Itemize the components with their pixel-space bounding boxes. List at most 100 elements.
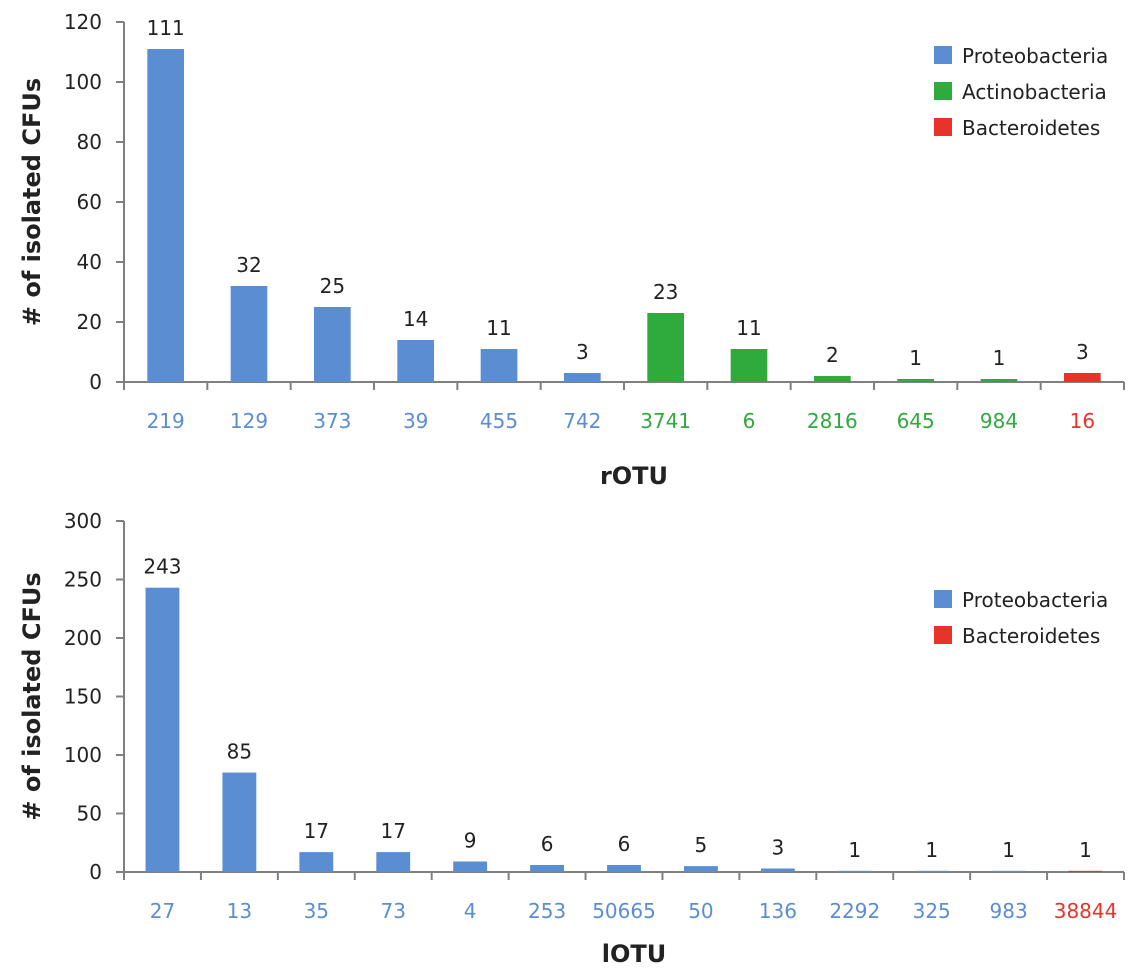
- data-label: 25: [320, 274, 345, 298]
- bar: [453, 861, 488, 872]
- bar: [222, 772, 257, 872]
- bar: [814, 376, 851, 382]
- category-label: 983: [990, 899, 1028, 923]
- category-label: 16: [1070, 409, 1095, 433]
- y-axis-title: # of isolated CFUs: [18, 78, 46, 326]
- category-label: 27: [150, 899, 175, 923]
- bar: [376, 852, 411, 872]
- data-label: 1: [993, 346, 1006, 370]
- y-tick-label: 250: [64, 568, 102, 592]
- bar: [480, 349, 518, 382]
- y-tick-label: 50: [77, 802, 102, 826]
- y-tick-label: 20: [77, 310, 102, 334]
- data-label: 85: [227, 740, 252, 764]
- category-label: 39: [403, 409, 428, 433]
- category-label: 50665: [592, 899, 656, 923]
- data-label: 6: [618, 832, 631, 856]
- y-tick-label: 100: [64, 70, 102, 94]
- category-label: 38844: [1054, 899, 1118, 923]
- data-label: 111: [147, 16, 185, 40]
- data-label: 3: [1076, 340, 1089, 364]
- category-label: 645: [897, 409, 935, 433]
- y-tick-label: 40: [77, 250, 102, 274]
- legend: Proteobacteria Bacteroidetes: [934, 588, 1108, 648]
- y-tick-label: 200: [64, 626, 102, 650]
- bar: [684, 866, 718, 872]
- data-label: 5: [695, 833, 708, 857]
- bar: [607, 864, 641, 872]
- category-label: 2816: [807, 409, 858, 433]
- category-label: 136: [759, 899, 797, 923]
- category-label: 742: [563, 409, 601, 433]
- legend-swatch: [934, 590, 952, 608]
- category-label: 4: [464, 899, 477, 923]
- category-label: 253: [528, 899, 566, 923]
- category-label: 373: [313, 409, 351, 433]
- category-label: 13: [227, 899, 252, 923]
- x-axis-title: lOTU: [602, 940, 667, 968]
- data-label: 11: [736, 316, 761, 340]
- bar: [1064, 373, 1101, 382]
- data-label: 17: [304, 819, 329, 843]
- data-label: 1: [1002, 838, 1015, 862]
- bar: [914, 870, 949, 872]
- y-tick-label: 80: [77, 130, 102, 154]
- bar: [647, 313, 684, 382]
- bar: [991, 870, 1026, 872]
- legend: Proteobacteria Actinobacteria Bacteroidete…: [934, 44, 1108, 140]
- bar: [299, 852, 334, 872]
- category-label: 219: [147, 409, 185, 433]
- bar: [397, 340, 434, 382]
- data-label: 3: [771, 835, 784, 859]
- category-label: 73: [381, 899, 406, 923]
- bar: [1068, 870, 1103, 872]
- data-label: 2: [826, 343, 839, 367]
- bar: [980, 379, 1018, 382]
- data-label: 3: [576, 340, 589, 364]
- category-label: 50: [688, 899, 713, 923]
- data-label: 1: [848, 838, 861, 862]
- data-label: 32: [236, 253, 261, 277]
- legend-swatch: [934, 46, 952, 64]
- legend-label: Actinobacteria: [962, 80, 1107, 104]
- bar: [897, 379, 934, 382]
- bar: [760, 868, 795, 872]
- category-label: 325: [913, 899, 951, 923]
- bar: [314, 307, 351, 382]
- legend-swatch: [934, 118, 952, 136]
- y-axis-title: # of isolated CFUs: [18, 572, 46, 820]
- y-tick-label: 120: [64, 10, 102, 34]
- data-label: 6: [541, 832, 554, 856]
- legend-label: Bacteroidetes: [962, 116, 1100, 140]
- x-axis-title: rOTU: [600, 462, 668, 490]
- category-label: 2292: [829, 899, 880, 923]
- category-label: 6: [743, 409, 756, 433]
- legend-label: Proteobacteria: [962, 588, 1108, 612]
- y-tick-label: 60: [77, 190, 102, 214]
- data-label: 9: [464, 828, 477, 852]
- category-label: 3741: [640, 409, 691, 433]
- bar: [530, 864, 564, 872]
- bar: [145, 587, 180, 872]
- y-tick-label: 0: [89, 370, 102, 394]
- bar: [564, 373, 601, 382]
- data-label: 243: [143, 555, 181, 579]
- y-tick-label: 0: [89, 860, 102, 884]
- data-label: 1: [925, 838, 938, 862]
- bar: [147, 49, 184, 382]
- category-label: 984: [980, 409, 1018, 433]
- legend-label: Bacteroidetes: [962, 624, 1100, 648]
- legend-swatch: [934, 82, 952, 100]
- chart-lotu: 0501001502002503002432785131735177394625…: [18, 509, 1125, 968]
- bar: [837, 870, 872, 872]
- y-tick-label: 100: [64, 743, 102, 767]
- bar: [230, 286, 268, 382]
- category-label: 35: [304, 899, 329, 923]
- legend-swatch: [934, 626, 952, 644]
- data-label: 11: [486, 316, 511, 340]
- data-label: 1: [909, 346, 922, 370]
- y-tick-label: 300: [64, 509, 102, 533]
- data-label: 1: [1079, 838, 1092, 862]
